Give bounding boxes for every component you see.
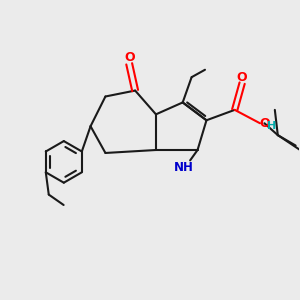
Text: O: O <box>237 71 248 84</box>
Text: O: O <box>259 117 270 130</box>
Text: H: H <box>267 121 277 131</box>
Text: O: O <box>124 51 134 64</box>
Text: NH: NH <box>174 161 194 174</box>
